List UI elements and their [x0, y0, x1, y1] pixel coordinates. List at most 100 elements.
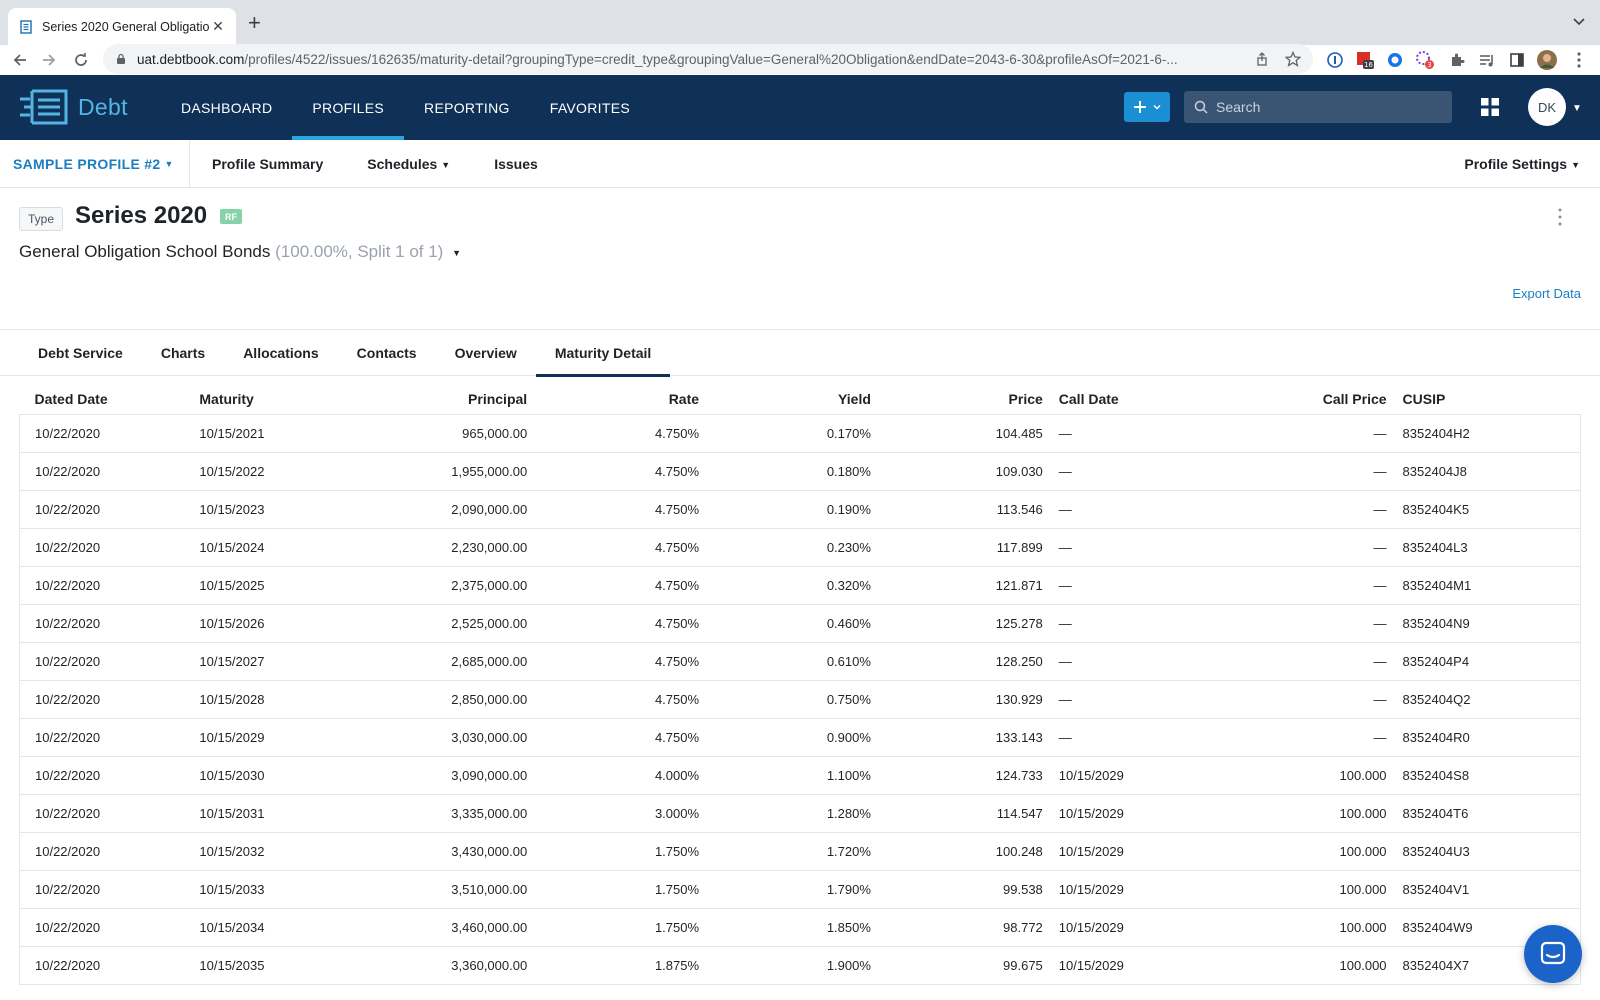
bookmark-star-icon[interactable]: [1285, 51, 1301, 67]
issue-subtitle[interactable]: General Obligation School Bonds (100.00%…: [19, 242, 461, 262]
table-row[interactable]: 10/22/2020 10/15/2028 2,850,000.00 4.750% 0.…: [19, 680, 1581, 719]
cell-price: 133.143: [878, 718, 1051, 757]
cell-call-price: 100.000: [1222, 832, 1395, 871]
cell-price: 113.546: [878, 490, 1051, 529]
cell-principal: 3,360,000.00: [363, 946, 536, 985]
search-icon: [1194, 100, 1208, 114]
column-header-principal[interactable]: Principal: [363, 384, 536, 415]
export-data-link[interactable]: Export Data: [1512, 286, 1581, 301]
profile-settings-menu[interactable]: Profile Settings ▼: [1464, 156, 1580, 172]
cell-maturity: 10/15/2029: [191, 718, 364, 757]
tab-charts[interactable]: Charts: [160, 345, 206, 361]
app-grid-icon[interactable]: [1480, 97, 1500, 117]
caret-down-icon: ▼: [441, 159, 451, 170]
plus-icon: [1133, 101, 1146, 113]
subnav-issues[interactable]: Issues: [494, 155, 538, 172]
column-header-dated-date[interactable]: Dated Date: [19, 384, 192, 415]
cell-call-price: —: [1222, 566, 1395, 605]
profile-photo-icon[interactable]: [1536, 49, 1558, 71]
column-header-yield[interactable]: Yield: [707, 384, 879, 415]
nav-favorites[interactable]: FAVORITES: [549, 99, 630, 116]
cell-call-date: —: [1050, 604, 1223, 643]
table-row[interactable]: 10/22/2020 10/15/2034 3,460,000.00 1.750% 1.…: [19, 908, 1581, 947]
nav-dashboard[interactable]: DASHBOARD: [181, 99, 273, 116]
back-icon[interactable]: [9, 49, 31, 71]
cell-dated-date: 10/22/2020: [19, 642, 192, 681]
cell-cusip: 8352404U3: [1394, 832, 1581, 871]
forward-icon[interactable]: [38, 49, 60, 71]
password-manager-icon[interactable]: [1324, 49, 1346, 71]
cell-price: 100.248: [878, 832, 1051, 871]
calendar-extension-icon[interactable]: 16: [1354, 49, 1376, 71]
column-header-maturity[interactable]: Maturity: [191, 384, 364, 415]
close-tab-icon[interactable]: ✕: [212, 18, 224, 34]
caret-down-icon: ▼: [452, 248, 461, 258]
address-bar[interactable]: uat.debtbook.com/profiles/4522/issues/16…: [103, 44, 1313, 74]
tab-contacts[interactable]: Contacts: [356, 345, 417, 361]
cell-call-price: —: [1222, 680, 1395, 719]
media-queue-icon[interactable]: [1476, 49, 1498, 71]
table-row[interactable]: 10/22/2020 10/15/2035 3,360,000.00 1.875% 1.…: [19, 946, 1581, 985]
tab-allocations[interactable]: Allocations: [243, 345, 319, 361]
cell-yield: 1.790%: [707, 870, 879, 909]
more-options-icon[interactable]: [1558, 208, 1562, 226]
cell-principal: 2,090,000.00: [363, 490, 536, 529]
share-icon[interactable]: [1255, 52, 1269, 66]
avatar[interactable]: DK: [1528, 88, 1566, 126]
table-row[interactable]: 10/22/2020 10/15/2025 2,375,000.00 4.750% 0.…: [19, 566, 1581, 605]
profile-selector[interactable]: SAMPLE PROFILE #2 ▼: [0, 139, 190, 188]
table-row[interactable]: 10/22/2020 10/15/2026 2,525,000.00 4.750% 0.…: [19, 604, 1581, 643]
subnav-profile-summary[interactable]: Profile Summary: [212, 155, 324, 172]
cell-call-date: —: [1050, 680, 1223, 719]
table-row[interactable]: 10/22/2020 10/15/2029 3,030,000.00 4.750% 0.…: [19, 718, 1581, 757]
tab-overview[interactable]: Overview: [454, 345, 517, 361]
caret-down-icon[interactable]: ▼: [1572, 103, 1582, 114]
table-row[interactable]: 10/22/2020 10/15/2031 3,335,000.00 3.000% 1.…: [19, 794, 1581, 833]
side-panel-icon[interactable]: [1506, 49, 1528, 71]
nav-reporting[interactable]: REPORTING: [424, 99, 510, 116]
cell-maturity: 10/15/2034: [191, 908, 364, 947]
subnav-schedules[interactable]: Schedules ▼: [367, 155, 451, 172]
chat-extension-icon[interactable]: [1384, 49, 1406, 71]
column-header-call-date[interactable]: Call Date: [1050, 384, 1223, 415]
main-nav: DASHBOARD PROFILES REPORTING FAVORITES: [161, 75, 650, 140]
chevron-down-icon[interactable]: [1572, 14, 1586, 28]
table-row[interactable]: 10/22/2020 10/15/2032 3,430,000.00 1.750% 1.…: [19, 832, 1581, 871]
column-header-cusip[interactable]: CUSIP: [1394, 384, 1581, 415]
reload-icon[interactable]: [70, 49, 92, 71]
tab-maturity-detail[interactable]: Maturity Detail: [535, 330, 671, 377]
cell-dated-date: 10/22/2020: [19, 908, 192, 947]
cell-maturity: 10/15/2030: [191, 756, 364, 795]
cell-rate: 4.750%: [535, 566, 708, 605]
cell-rate: 4.750%: [535, 528, 708, 567]
cell-yield: 0.900%: [707, 718, 879, 757]
table-row[interactable]: 10/22/2020 10/15/2027 2,685,000.00 4.750% 0.…: [19, 642, 1581, 681]
caret-down-icon: ▼: [1571, 160, 1580, 170]
tab-debt-service[interactable]: Debt Service: [38, 345, 123, 361]
chat-launcher-button[interactable]: [1524, 925, 1582, 983]
browser-tab[interactable]: Series 2020 General Obligation ✕: [8, 8, 236, 45]
column-header-rate[interactable]: Rate: [535, 384, 708, 415]
cell-rate: 4.750%: [535, 680, 708, 719]
nav-profiles[interactable]: PROFILES: [292, 75, 404, 140]
search-input[interactable]: Search: [1184, 91, 1452, 123]
puzzle-extensions-icon[interactable]: [1446, 49, 1468, 71]
table-row[interactable]: 10/22/2020 10/15/2023 2,090,000.00 4.750% 0.…: [19, 490, 1581, 529]
column-header-price[interactable]: Price: [878, 384, 1051, 415]
table-row[interactable]: 10/22/2020 10/15/2030 3,090,000.00 4.000% 1.…: [19, 756, 1581, 795]
search-placeholder: Search: [1216, 99, 1261, 115]
sparkle-extension-icon[interactable]: 3: [1414, 49, 1436, 71]
cell-principal: 3,430,000.00: [363, 832, 536, 871]
cell-rate: 1.750%: [535, 832, 708, 871]
debtbook-logo[interactable]: Debt: [18, 87, 128, 127]
column-header-call-price[interactable]: Call Price: [1222, 384, 1395, 415]
browser-menu-icon[interactable]: [1568, 49, 1590, 71]
cell-yield: 0.610%: [707, 642, 879, 681]
table-row[interactable]: 10/22/2020 10/15/2033 3,510,000.00 1.750% 1.…: [19, 870, 1581, 909]
type-badge[interactable]: Type: [19, 207, 64, 231]
table-row[interactable]: 10/22/2020 10/15/2022 1,955,000.00 4.750% 0.…: [19, 452, 1581, 491]
table-row[interactable]: 10/22/2020 10/15/2021 965,000.00 4.750% 0.17…: [19, 414, 1581, 453]
add-new-button[interactable]: [1124, 92, 1170, 122]
new-tab-icon[interactable]: +: [248, 10, 261, 35]
table-row[interactable]: 10/22/2020 10/15/2024 2,230,000.00 4.750% 0.…: [19, 528, 1581, 567]
